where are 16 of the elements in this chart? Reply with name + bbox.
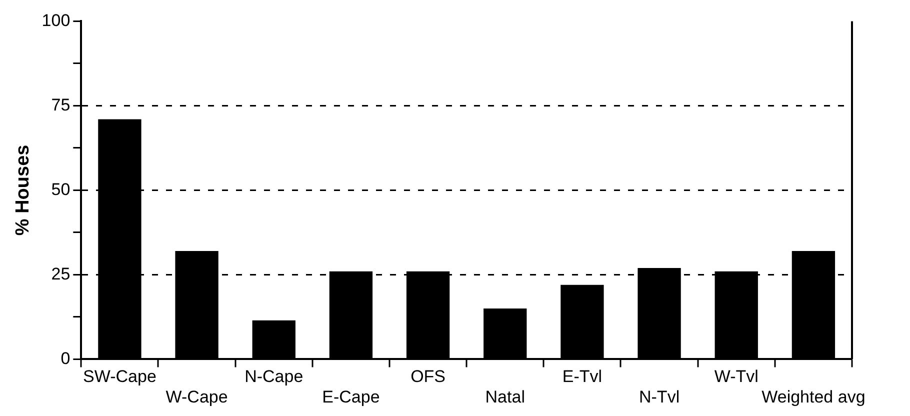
y-axis-title: % Houses: [12, 144, 34, 236]
x-tick-label: Weighted avg: [762, 387, 866, 406]
x-tick-label: N-Tvl: [638, 387, 680, 406]
x-tick-label: SW-Cape: [83, 367, 156, 386]
y-tick-label: 25: [51, 264, 70, 284]
x-tick-label: Natal: [485, 387, 525, 406]
x-tick-label: W-Tvl: [714, 367, 758, 386]
x-tick-label: N-Cape: [244, 367, 304, 386]
x-tick-label: OFS: [410, 367, 446, 386]
y-tick-label: 100: [42, 10, 70, 30]
y-tick-label: 0: [60, 348, 70, 368]
y-tick-label: 75: [51, 95, 70, 114]
y-tick-label: 50: [51, 180, 70, 199]
x-tick-label: E-Cape: [322, 387, 380, 406]
x-tick-label: W-Cape: [166, 387, 228, 406]
x-tick-label: E-Tvl: [562, 367, 602, 386]
